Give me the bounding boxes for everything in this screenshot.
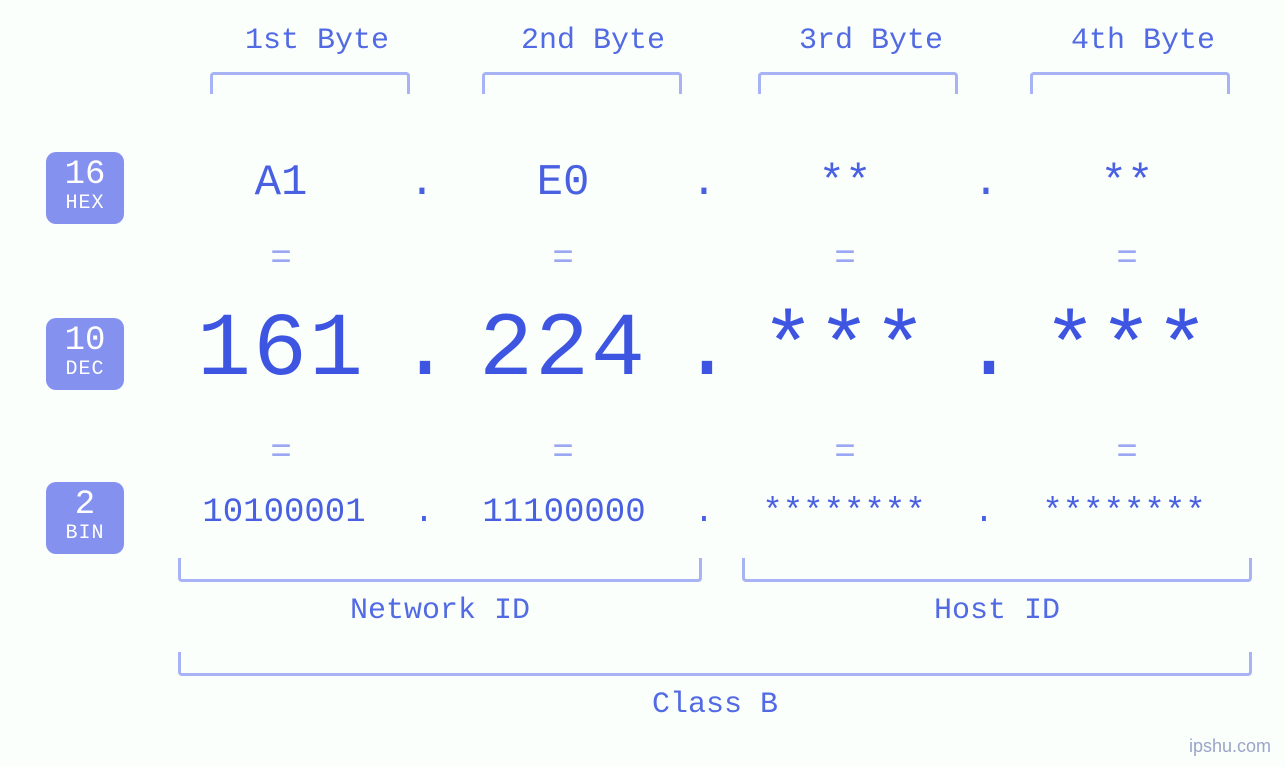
- badge-dec: 10 DEC: [46, 318, 124, 390]
- equals-sign: =: [164, 238, 398, 279]
- equals-sign: =: [446, 238, 680, 279]
- bin-byte-1: 10100001: [164, 494, 404, 532]
- badge-hex-num: 16: [46, 158, 124, 192]
- byte-header-1: 1st Byte: [182, 24, 452, 58]
- bin-byte-3: ********: [724, 494, 964, 532]
- byte-header-2: 2nd Byte: [458, 24, 728, 58]
- dec-byte-3: ***: [728, 300, 962, 402]
- dot-separator: .: [680, 158, 728, 208]
- equals-row-dec-bin: = = = =: [164, 432, 1268, 473]
- row-hex: A1 . E0 . ** . **: [164, 158, 1268, 208]
- badge-dec-abbr: DEC: [46, 360, 124, 380]
- equals-sign: =: [728, 432, 962, 473]
- label-network-id: Network ID: [178, 594, 702, 628]
- equals-sign: =: [1010, 238, 1244, 279]
- label-host-id: Host ID: [742, 594, 1252, 628]
- hex-byte-4: **: [1010, 158, 1244, 208]
- bracket-top-4: [1030, 72, 1230, 94]
- badge-hex-abbr: HEX: [46, 194, 124, 214]
- equals-sign: =: [728, 238, 962, 279]
- byte-header-3: 3rd Byte: [736, 24, 1006, 58]
- bin-byte-4: ********: [1004, 494, 1244, 532]
- bracket-top-2: [482, 72, 682, 94]
- badge-bin-abbr: BIN: [46, 524, 124, 544]
- hex-byte-1: A1: [164, 158, 398, 208]
- equals-sign: =: [164, 432, 398, 473]
- watermark: ipshu.com: [1189, 736, 1271, 757]
- row-dec: 161 . 224 . *** . ***: [164, 300, 1268, 402]
- hex-byte-3: **: [728, 158, 962, 208]
- bracket-host-id: [742, 558, 1252, 582]
- badge-dec-num: 10: [46, 324, 124, 358]
- dot-separator: .: [398, 158, 446, 208]
- dot-separator: .: [398, 300, 446, 402]
- bracket-top-3: [758, 72, 958, 94]
- dec-byte-2: 224: [446, 300, 680, 402]
- equals-sign: =: [1010, 432, 1244, 473]
- byte-header-4: 4th Byte: [1008, 24, 1278, 58]
- label-class: Class B: [178, 688, 1252, 722]
- equals-sign: =: [446, 432, 680, 473]
- dot-separator: .: [962, 300, 1010, 402]
- badge-bin: 2 BIN: [46, 482, 124, 554]
- badge-bin-num: 2: [46, 488, 124, 522]
- equals-row-hex-dec: = = = =: [164, 238, 1268, 279]
- row-bin: 10100001 . 11100000 . ******** . *******…: [164, 494, 1268, 532]
- badge-hex: 16 HEX: [46, 152, 124, 224]
- dec-byte-4: ***: [1010, 300, 1244, 402]
- bracket-top-1: [210, 72, 410, 94]
- bin-byte-2: 11100000: [444, 494, 684, 532]
- bracket-class: [178, 652, 1252, 676]
- dot-separator: .: [404, 494, 444, 532]
- dot-separator: .: [684, 494, 724, 532]
- bracket-network-id: [178, 558, 702, 582]
- dot-separator: .: [964, 494, 1004, 532]
- hex-byte-2: E0: [446, 158, 680, 208]
- dot-separator: .: [962, 158, 1010, 208]
- dec-byte-1: 161: [164, 300, 398, 402]
- dot-separator: .: [680, 300, 728, 402]
